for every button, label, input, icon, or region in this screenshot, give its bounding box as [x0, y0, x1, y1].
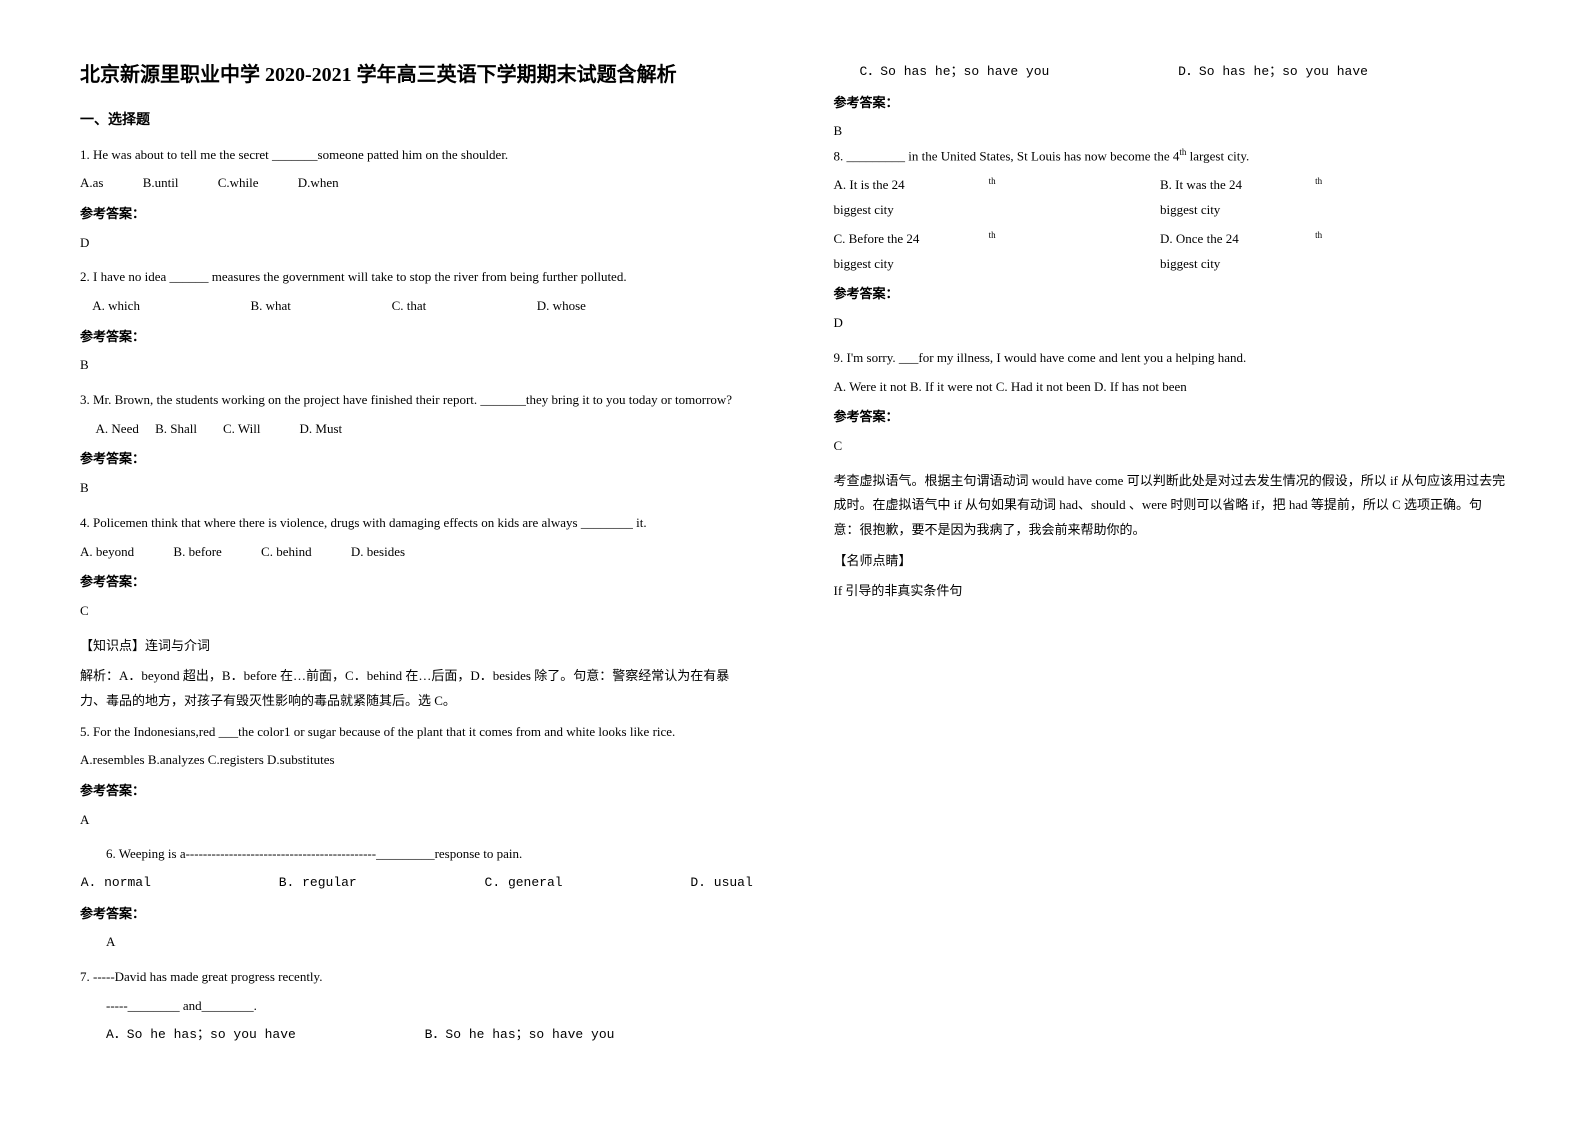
q9-text: 9. I'm sorry. ___for my illness, I would…: [834, 346, 1508, 371]
q6-opt-c: C. general: [485, 871, 563, 896]
q3-answer: B: [80, 476, 754, 501]
q7-ref-label: 参考答案：: [834, 91, 1508, 116]
q4-opt-a: A. beyond: [80, 540, 134, 565]
q4-options: A. beyond B. before C. behind D. besides: [80, 540, 754, 565]
q8-options-row2: C. Before the 24th biggest city D. Once …: [834, 227, 1508, 277]
q6-opt-d: D. usual: [690, 871, 752, 896]
q9-ref-label: 参考答案：: [834, 405, 1508, 430]
q8-b-pre: B. It was the 24: [1160, 173, 1315, 198]
q7-opt-b: B．So he has；so have you: [425, 1023, 736, 1048]
q4-opt-d: D. besides: [351, 540, 405, 565]
q3-ref-label: 参考答案：: [80, 447, 754, 472]
q9-tip: If 引导的非真实条件句: [834, 579, 1508, 604]
q9-answer: C: [834, 434, 1508, 459]
q1-answer: D: [80, 231, 754, 256]
q9-explain: 考查虚拟语气。根据主句谓语动词 would have come 可以判断此处是对…: [834, 469, 1508, 543]
q2-text: 2. I have no idea ______ measures the go…: [80, 265, 754, 290]
q8-b-post: biggest city: [1160, 198, 1315, 223]
question-8: 8. _________ in the United States, St Lo…: [834, 144, 1508, 336]
question-4: 4. Policemen think that where there is v…: [80, 511, 754, 714]
q6-opt-b: B. regular: [279, 871, 357, 896]
q8-a-post: biggest city: [834, 198, 989, 223]
q1-options: A.as B.until C.while D.when: [80, 171, 754, 196]
q4-text: 4. Policemen think that where there is v…: [80, 511, 754, 536]
q8-c-pre: C. Before the 24: [834, 227, 989, 252]
q8-c-sup: th: [989, 227, 1144, 244]
section-header: 一、选择题: [80, 108, 754, 135]
q8-d-post: biggest city: [1160, 252, 1315, 277]
q7-options-row2: C．So has he；so have you D．So has he；so y…: [834, 60, 1508, 85]
q7-opt-c: C．So has he；so have you: [860, 60, 1171, 85]
q8-b-sup: th: [1315, 173, 1470, 190]
q8-opt-b: B. It was the 24th biggest city: [1160, 173, 1483, 223]
q4-opt-c: C. behind: [261, 540, 312, 565]
q7-answer: B: [834, 119, 1508, 144]
q1-opt-c: C.while: [218, 171, 259, 196]
question-5: 5. For the Indonesians,red ___the color1…: [80, 720, 754, 833]
q5-ref-label: 参考答案：: [80, 779, 754, 804]
q2-options: A. which B. what C. that D. whose: [80, 294, 754, 319]
q9-options: A. Were it not B. If it were not C. Had …: [834, 375, 1508, 400]
q1-ref-label: 参考答案：: [80, 202, 754, 227]
q2-answer: B: [80, 353, 754, 378]
q6-answer: A: [80, 930, 754, 955]
q8-ref-label: 参考答案：: [834, 282, 1508, 307]
q4-explain: 解析：A．beyond 超出，B．before 在…前面，C．behind 在……: [80, 664, 754, 713]
q8-answer: D: [834, 311, 1508, 336]
q7-options-row1: A．So he has；so you have B．So he has；so h…: [80, 1023, 754, 1048]
q8-c-post: biggest city: [834, 252, 989, 277]
q7-opt-d: D．So has he；so you have: [1178, 60, 1489, 85]
question-6: 6. Weeping is a-------------------------…: [80, 842, 754, 955]
q4-opt-b: B. before: [173, 540, 221, 565]
q8-d-pre: D. Once the 24: [1160, 227, 1315, 252]
question-9: 9. I'm sorry. ___for my illness, I would…: [834, 346, 1508, 604]
q3-options: A. Need B. Shall C. Will D. Must: [80, 417, 754, 442]
q5-text: 5. For the Indonesians,red ___the color1…: [80, 720, 754, 745]
q8-options-row1: A. It is the 24th biggest city B. It was…: [834, 173, 1508, 223]
question-2: 2. I have no idea ______ measures the go…: [80, 265, 754, 378]
q6-ref-label: 参考答案：: [80, 902, 754, 927]
q6-opt-a: A. normal: [81, 871, 151, 896]
q5-answer: A: [80, 808, 754, 833]
q2-ref-label: 参考答案：: [80, 325, 754, 350]
question-1: 1. He was about to tell me the secret __…: [80, 143, 754, 256]
q1-opt-d: D.when: [298, 171, 339, 196]
q1-text: 1. He was about to tell me the secret __…: [80, 143, 754, 168]
q8-text-post: largest city.: [1186, 148, 1249, 163]
q8-a-sup: th: [989, 173, 1144, 190]
q1-opt-b: B.until: [143, 171, 179, 196]
q8-opt-c: C. Before the 24th biggest city: [834, 227, 1157, 277]
q1-opt-a: A.as: [80, 171, 103, 196]
question-3: 3. Mr. Brown, the students working on th…: [80, 388, 754, 501]
q8-opt-d: D. Once the 24th biggest city: [1160, 227, 1483, 277]
q5-options: A.resembles B.analyzes C.registers D.sub…: [80, 748, 754, 773]
q6-text: 6. Weeping is a-------------------------…: [80, 842, 754, 867]
q7-text: 7. -----David has made great progress re…: [80, 965, 754, 990]
q4-ref-label: 参考答案：: [80, 570, 754, 595]
q7-text2: -----________ and________.: [80, 994, 754, 1019]
q8-opt-a: A. It is the 24th biggest city: [834, 173, 1157, 223]
q8-text-pre: 8. _________ in the United States, St Lo…: [834, 148, 1180, 163]
doc-title: 北京新源里职业中学 2020-2021 学年高三英语下学期期末试题含解析: [80, 60, 754, 90]
q8-d-sup: th: [1315, 227, 1470, 244]
q9-tip-title: 【名师点睛】: [834, 549, 1508, 574]
q4-explain-title: 【知识点】连词与介词: [80, 634, 754, 659]
q8-text: 8. _________ in the United States, St Lo…: [834, 144, 1508, 169]
q7-opt-a: A．So he has；so you have: [106, 1023, 417, 1048]
q4-answer: C: [80, 599, 754, 624]
q6-options: A. normal B. regular C. general D. usual: [80, 871, 754, 896]
q3-text: 3. Mr. Brown, the students working on th…: [80, 388, 754, 413]
q8-a-pre: A. It is the 24: [834, 173, 989, 198]
